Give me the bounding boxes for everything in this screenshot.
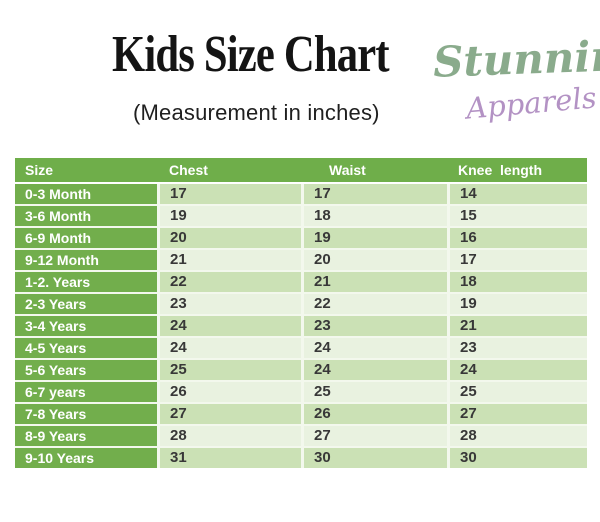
knee-length-cell: 27	[450, 404, 587, 424]
size-cell: 6-9 Month	[15, 228, 157, 248]
size-cell: 9-10 Years	[15, 448, 157, 468]
chest-cell: 24	[160, 338, 301, 358]
size-cell: 1-2. Years	[15, 272, 157, 292]
waist-cell: 25	[304, 382, 447, 402]
knee-length-cell: 14	[450, 184, 587, 204]
knee-length-cell: 17	[450, 250, 587, 270]
waist-cell: 19	[304, 228, 447, 248]
page-title: Kids Size Chart	[112, 26, 390, 83]
waist-cell: 27	[304, 426, 447, 446]
chest-cell: 21	[160, 250, 301, 270]
size-cell: 4-5 Years	[15, 338, 157, 358]
chest-cell: 19	[160, 206, 301, 226]
waist-cell: 21	[304, 272, 447, 292]
chest-cell: 31	[160, 448, 301, 468]
page-header: Kids Size Chart (Measurement in inches) …	[0, 0, 600, 156]
waist-cell: 18	[304, 206, 447, 226]
chest-cell: 25	[160, 360, 301, 380]
size-cell: 3-4 Years	[15, 316, 157, 336]
chest-cell: 24	[160, 316, 301, 336]
waist-cell: 26	[304, 404, 447, 424]
chest-cell: 27	[160, 404, 301, 424]
waist-cell: 30	[304, 448, 447, 468]
brand-word-stunning: Stunning	[432, 30, 600, 87]
column-header-waist: Waist	[329, 162, 366, 178]
column-header-size: Size	[25, 162, 54, 178]
knee-length-cell: 23	[450, 338, 587, 358]
knee-length-cell: 25	[450, 382, 587, 402]
chest-cell: 28	[160, 426, 301, 446]
knee-length-cell: 21	[450, 316, 587, 336]
size-chart-table: Size Chest Waist Knee length 0-3 Month 17…	[15, 158, 587, 468]
size-cell: 9-12 Month	[15, 250, 157, 270]
waist-cell: 23	[304, 316, 447, 336]
knee-length-cell: 18	[450, 272, 587, 292]
brand-word-apparels: Apparels	[464, 80, 598, 126]
knee-length-cell: 16	[450, 228, 587, 248]
chest-cell: 22	[160, 272, 301, 292]
size-cell: 5-6 Years	[15, 360, 157, 380]
knee-length-cell: 24	[450, 360, 587, 380]
knee-length-cell: 15	[450, 206, 587, 226]
size-cell: 0-3 Month	[15, 184, 157, 204]
table-body: 0-3 Month 17 17 14 3-6 Month 19 18 15 6-9 Month 2…	[15, 184, 587, 468]
page-subtitle: (Measurement in inches)	[133, 100, 380, 125]
chest-cell: 26	[160, 382, 301, 402]
chest-cell: 23	[160, 294, 301, 314]
column-header-knee-length: Knee length	[458, 162, 543, 178]
table-header-row: Size Chest Waist Knee length	[15, 158, 587, 182]
chest-cell: 17	[160, 184, 301, 204]
waist-cell: 22	[304, 294, 447, 314]
size-cell: 3-6 Month	[15, 206, 157, 226]
waist-cell: 17	[304, 184, 447, 204]
column-header-chest: Chest	[169, 162, 208, 178]
size-cell: 6-7 years	[15, 382, 157, 402]
size-cell: 2-3 Years	[15, 294, 157, 314]
chest-cell: 20	[160, 228, 301, 248]
knee-length-cell: 19	[450, 294, 587, 314]
waist-cell: 24	[304, 360, 447, 380]
size-cell: 7-8 Years	[15, 404, 157, 424]
knee-length-cell: 28	[450, 426, 587, 446]
knee-length-cell: 30	[450, 448, 587, 468]
size-cell: 8-9 Years	[15, 426, 157, 446]
waist-cell: 24	[304, 338, 447, 358]
waist-cell: 20	[304, 250, 447, 270]
